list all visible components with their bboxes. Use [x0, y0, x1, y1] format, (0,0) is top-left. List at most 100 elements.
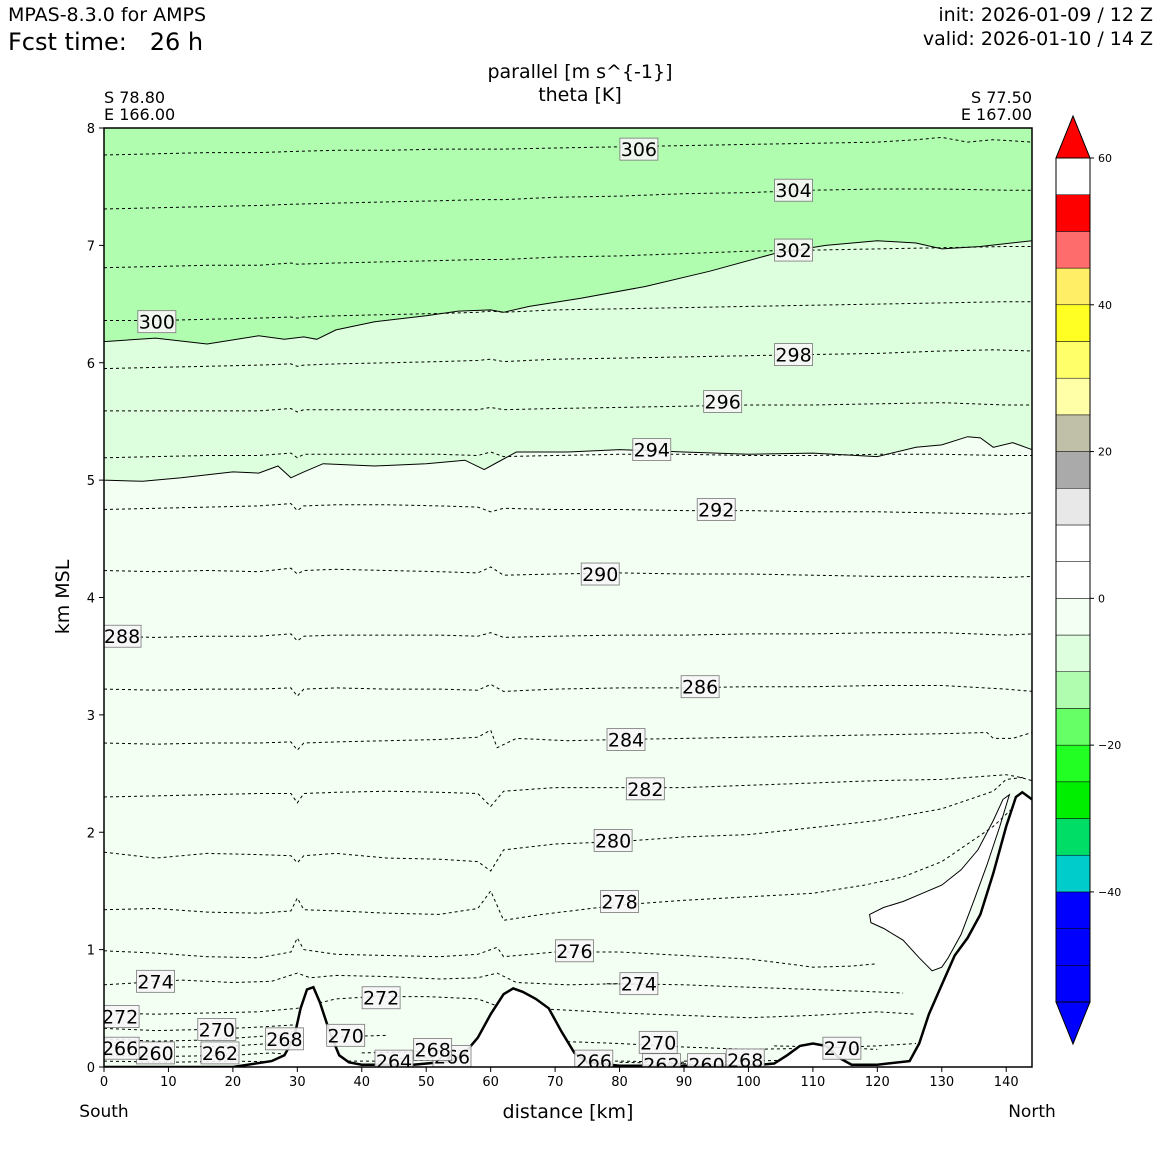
chart-title-line1: parallel [m s^{-1}]: [487, 61, 672, 83]
theta-label-284: 284: [606, 728, 646, 752]
theta-label-306: 306: [619, 137, 659, 161]
theta-label-286: 286: [680, 675, 720, 699]
colorbar-tick-label: 20: [1098, 446, 1112, 459]
theta-contour-290: [104, 566, 1032, 579]
theta-contour-306: [104, 136, 1032, 156]
valid-time: valid: 2026-01-10 / 14 Z: [922, 28, 1153, 50]
x-tick-label: 60: [482, 1075, 499, 1090]
contour-labels: 2602622642662662662622602682682682702702…: [102, 137, 862, 1077]
theta-label-text: 274: [621, 974, 657, 996]
theta-label-text: 262: [643, 1055, 679, 1077]
x-tick-label: 70: [547, 1075, 564, 1090]
theta-label-text: 282: [627, 779, 663, 801]
colorbar-segment: [1055, 671, 1091, 709]
theta-label-268: 268: [413, 1037, 453, 1061]
theta-label-text: 260: [137, 1043, 173, 1065]
theta-label-text: 268: [415, 1039, 451, 1061]
theta-label-274: 274: [136, 969, 175, 993]
colorbar-segment: [1055, 377, 1091, 416]
south-label: South: [79, 1102, 128, 1122]
y-tick-label: 8: [87, 122, 95, 137]
theta-label-text: 272: [363, 988, 399, 1010]
theta-contour-276: [104, 936, 878, 968]
colorbar-segment: [1055, 304, 1091, 342]
colorbar-segment: [1055, 634, 1091, 672]
y-axis-label: km MSL: [52, 559, 74, 634]
x-tick-label: 110: [800, 1075, 825, 1090]
theta-label-text: 272: [102, 1007, 138, 1029]
colorbar-under-arrow: [1055, 1001, 1091, 1046]
y-tick-label: 7: [87, 239, 95, 254]
theta-label-276: 276: [555, 939, 594, 963]
theta-label-text: 286: [682, 677, 718, 699]
theta-label-text: 270: [199, 1019, 235, 1041]
theta-label-text: 280: [595, 830, 631, 852]
init-time: init: 2026-01-09 / 12 Z: [938, 4, 1153, 26]
wind-fill-layer: [104, 128, 1032, 1067]
theta-label-278: 278: [600, 890, 639, 914]
theta-label-302: 302: [774, 238, 813, 262]
theta-label-266: 266: [574, 1049, 614, 1067]
theta-label-text: 278: [601, 892, 637, 914]
theta-label-304: 304: [774, 178, 813, 202]
theta-contour-286: [104, 683, 1032, 697]
colorbar-segment: [1055, 561, 1091, 599]
north-label: North: [1008, 1102, 1056, 1122]
colorbar-tick-label: 0: [1098, 592, 1105, 605]
colorbar-segment: [1055, 488, 1091, 526]
colorbar-frame: [1055, 157, 1091, 1003]
y-axis-ticks: 0 1 2 3 4 5 6 7 8: [87, 122, 104, 1076]
colorbar-segment: [1055, 965, 1091, 1003]
theta-label-280: 280: [593, 829, 633, 852]
theta-label-text: 264: [376, 1051, 412, 1073]
colorbar-segment: [1055, 891, 1091, 929]
start-lat: S 78.80: [104, 88, 165, 107]
theta-label-300: 300: [137, 310, 177, 334]
theta-label-text: 290: [582, 564, 618, 586]
theta-contour-274: [104, 972, 904, 994]
colorbar-segment: [1055, 781, 1091, 819]
forecast-time: Fcst time: 26 h: [8, 28, 203, 56]
theta-contour-296: [104, 402, 1032, 413]
theta-label-text: 270: [640, 1032, 676, 1054]
x-tick-label: 40: [354, 1075, 371, 1090]
theta-contour-282: [104, 774, 1032, 808]
theta-label-270: 270: [326, 1023, 366, 1047]
x-tick-label: 140: [994, 1075, 1019, 1090]
theta-label-266: 266: [104, 1036, 140, 1060]
theta-label-272: 272: [361, 986, 401, 1010]
y-tick-label: 4: [87, 592, 95, 607]
theta-label-text: 306: [621, 139, 657, 161]
x-tick-label: 120: [865, 1075, 890, 1090]
x-tick-label: 20: [225, 1075, 242, 1090]
theta-label-text: 302: [775, 240, 811, 262]
theta-label-274: 274: [619, 972, 659, 996]
theta-label-text: 296: [705, 391, 741, 413]
theta-label-text: 268: [727, 1050, 763, 1072]
colorbar-segment: [1055, 451, 1091, 489]
terrain-layer: [104, 790, 1032, 1067]
theta-label-268: 268: [725, 1048, 765, 1072]
colorbar-tick-label: 60: [1098, 152, 1112, 165]
forecast-time-label: Fcst time:: [8, 28, 127, 56]
theta-contour-302: [104, 246, 1032, 269]
colorbar-tick-label: −40: [1098, 886, 1121, 899]
colorbar-tick-label: 40: [1098, 299, 1112, 312]
y-tick-label: 6: [87, 357, 95, 372]
colorbar-segment: [1055, 267, 1091, 306]
theta-label-282: 282: [625, 777, 665, 801]
y-tick-label: 2: [87, 826, 95, 841]
y-tick-label: 0: [87, 1061, 95, 1076]
theta-label-270: 270: [197, 1018, 237, 1041]
theta-label-270: 270: [822, 1036, 862, 1060]
theta-label-text: 300: [139, 312, 175, 334]
x-tick-label: 0: [100, 1075, 108, 1090]
colorbar-over-arrow: [1055, 114, 1091, 159]
y-tick-label: 3: [87, 709, 95, 724]
theta-label-text: 304: [775, 180, 811, 202]
theta-label-text: 288: [104, 626, 140, 648]
chart-title-line2: theta [K]: [538, 84, 622, 106]
theta-label-text: 298: [775, 345, 811, 367]
x-tick-label: 100: [736, 1075, 761, 1090]
theta-contour-288: [104, 632, 1032, 642]
